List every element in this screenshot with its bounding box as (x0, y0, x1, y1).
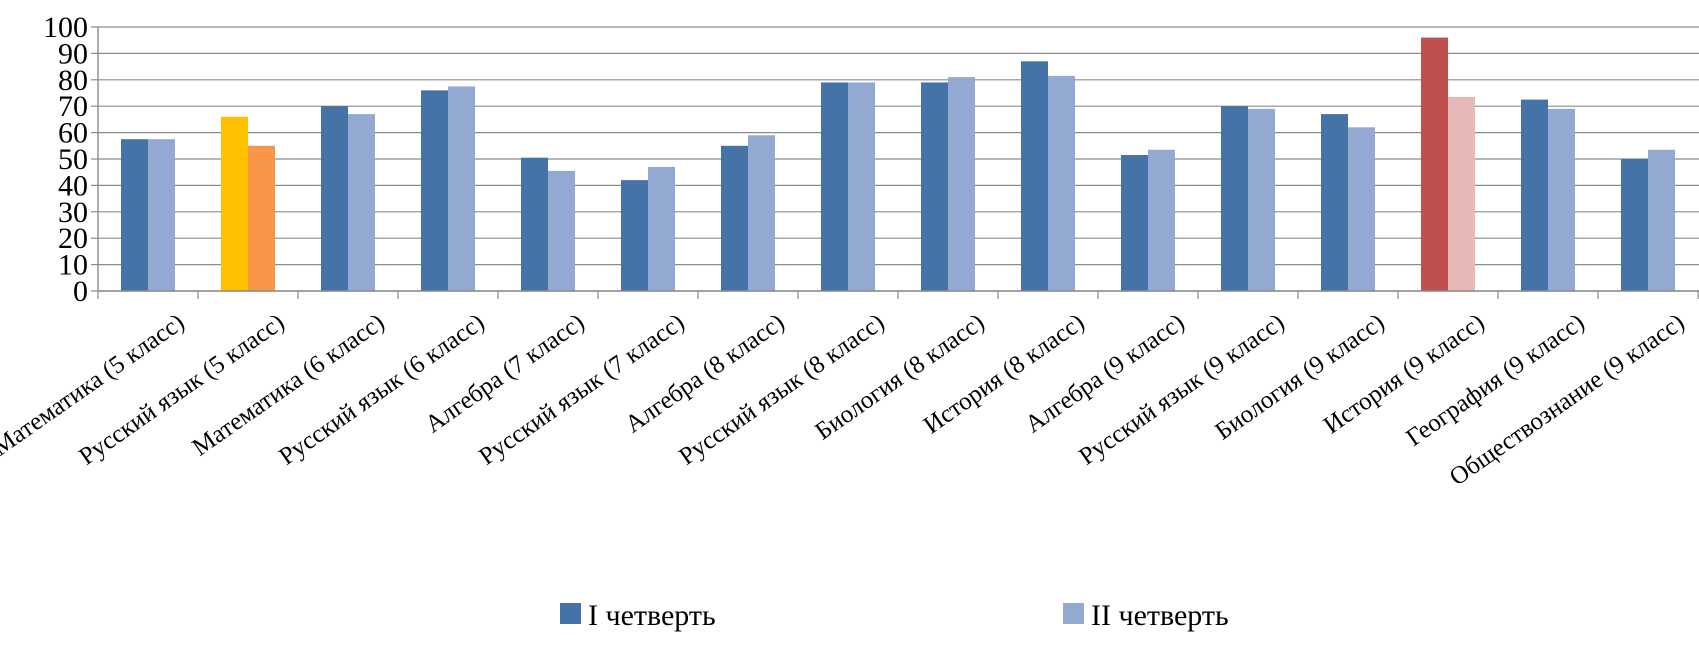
bar-series-2-1 (148, 139, 175, 291)
bar-series-1-2 (221, 116, 248, 291)
bar-series-2-4 (448, 86, 475, 292)
y-tick-label: 30 (58, 196, 88, 229)
bar-series-2-14 (1448, 96, 1475, 292)
bar-series-1-10 (1021, 61, 1048, 291)
bar-series-2-2 (248, 145, 275, 291)
bar-series-2-7 (748, 135, 775, 291)
legend-label-1: I четверть (588, 599, 716, 632)
bar-series-2-10 (1048, 75, 1075, 291)
legend-swatch-1 (560, 603, 581, 624)
x-category-label: Биология (9 класс) (1210, 309, 1389, 446)
bar-series-1-13 (1321, 114, 1348, 292)
bar-series-1-9 (921, 82, 948, 291)
bar-series-1-14 (1421, 37, 1448, 292)
y-tick-label: 0 (73, 275, 88, 308)
bar-series-2-11 (1148, 149, 1175, 291)
bar-series-1-1 (121, 139, 148, 291)
bar-series-2-16 (1648, 149, 1675, 291)
bar-series-1-5 (521, 157, 548, 291)
bar-series-1-11 (1121, 155, 1148, 291)
y-tick-label: 20 (58, 222, 88, 255)
bar-series-1-6 (621, 180, 648, 291)
bar-series-1-4 (421, 90, 448, 291)
bar-series-2-15 (1548, 108, 1575, 291)
x-category-label: География (9 класс) (1401, 309, 1589, 452)
y-tick-label: 40 (58, 169, 88, 202)
bars-layer (121, 37, 1675, 292)
y-tick-label: 10 (58, 249, 88, 282)
bar-series-1-16 (1621, 159, 1648, 291)
y-tick-label: 70 (58, 90, 88, 123)
bar-series-2-13 (1348, 127, 1375, 291)
bar-series-1-12 (1221, 106, 1248, 291)
bar-series-2-9 (948, 77, 975, 291)
bar-series-2-3 (348, 114, 375, 292)
bar-series-1-15 (1521, 99, 1548, 291)
bar-series-2-8 (848, 82, 875, 291)
y-tick-label: 80 (58, 64, 88, 97)
y-tick-label: 50 (58, 143, 88, 176)
bar-series-1-8 (821, 82, 848, 291)
legend-swatch-2 (1063, 603, 1084, 624)
legend: I четверть II четверть (560, 599, 1229, 632)
x-axis-labels: Математика (5 класс)Русский язык (5 клас… (0, 309, 1689, 492)
y-tick-label: 100 (43, 11, 88, 44)
y-tick-label: 60 (58, 117, 88, 150)
y-tick-label: 90 (58, 37, 88, 70)
bar-series-2-12 (1248, 108, 1275, 291)
bar-series-2-5 (548, 170, 575, 291)
axes-layer (91, 26, 1699, 299)
legend-label-2: II четверть (1091, 599, 1229, 632)
bar-series-2-6 (648, 166, 675, 291)
x-category-label: Биология (8 класс) (810, 309, 989, 446)
bar-series-1-7 (721, 145, 748, 291)
bar-series-1-3 (321, 106, 348, 291)
